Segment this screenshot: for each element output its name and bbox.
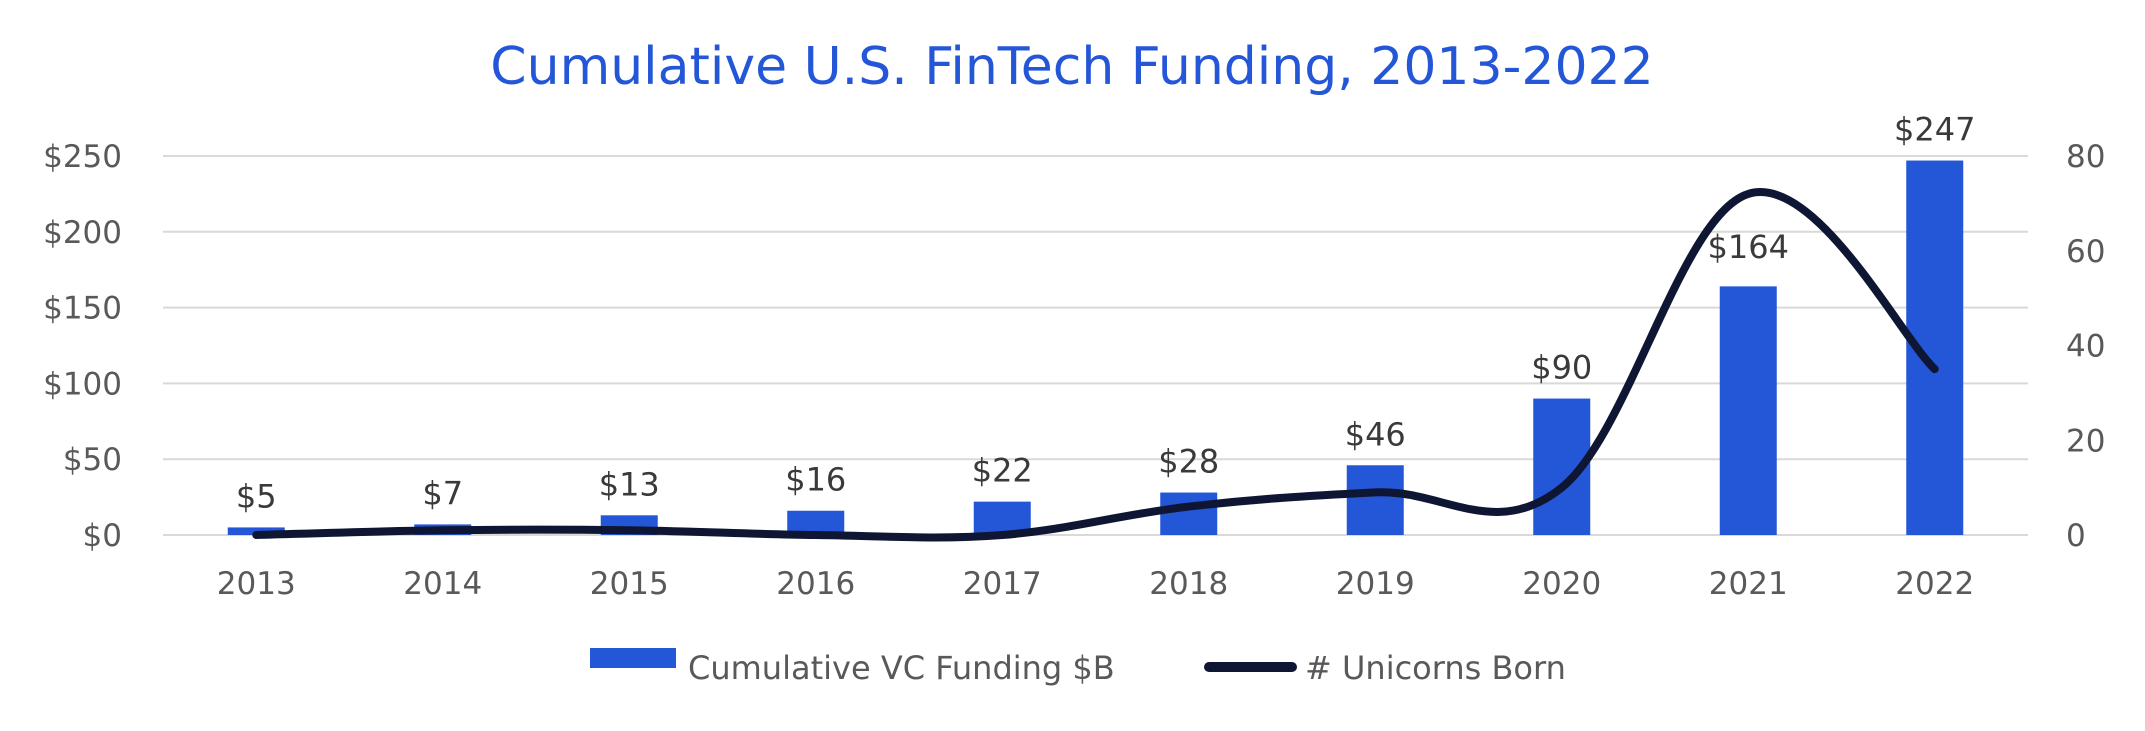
legend: Cumulative VC Funding $B # Unicorns Born	[590, 648, 1566, 687]
right-axis-tick-label: 80	[2066, 139, 2105, 175]
x-axis-tick-label: 2021	[1709, 566, 1788, 602]
bar-value-label: $46	[1345, 415, 1406, 453]
legend-label-unicorns: # Unicorns Born	[1305, 649, 1566, 687]
left-axis-tick-label: $150	[43, 291, 122, 327]
chart-title: Cumulative U.S. FinTech Funding, 2013-20…	[490, 37, 1653, 97]
bar-value-label: $164	[1708, 228, 1789, 266]
line-series	[252, 188, 1939, 542]
x-axis-tick-label: 2015	[590, 566, 669, 602]
left-axis-tick-label: $100	[43, 366, 122, 402]
funding-bar	[1719, 286, 1777, 535]
left-axis-tick-label: $200	[43, 215, 122, 251]
bar-value-label: $247	[1894, 111, 1975, 149]
legend-bar-swatch	[590, 648, 676, 668]
left-axis-tick-label: $0	[83, 518, 122, 554]
x-axis-tick-label: 2019	[1336, 566, 1415, 602]
bar-value-label: $5	[236, 477, 277, 515]
x-axis-tick-label: 2016	[776, 566, 855, 602]
bar-series	[227, 160, 1964, 535]
bar-value-label: $16	[785, 461, 846, 499]
x-axis-tick-label: 2017	[963, 566, 1042, 602]
x-axis-tick-label: 2020	[1522, 566, 1601, 602]
legend-label-funding: Cumulative VC Funding $B	[688, 649, 1115, 687]
unicorns-line	[252, 188, 1939, 542]
right-axis-tick-label: 40	[2066, 329, 2105, 365]
data-labels: $5 $7 $13 $16 $22 $28 $46 $90 $164 $247	[236, 111, 1976, 516]
funding-bar	[1346, 465, 1404, 535]
right-axis-tick-label: 60	[2066, 234, 2105, 270]
bar-value-label: $7	[422, 474, 463, 512]
bar-value-label: $90	[1531, 349, 1592, 387]
bar-value-label: $13	[599, 465, 660, 503]
left-axis-tick-label: $250	[43, 139, 122, 175]
grid-lines	[163, 155, 2028, 536]
right-axis-tick-label: 0	[2066, 518, 2086, 554]
funding-bar	[1160, 492, 1218, 535]
bar-value-label: $22	[972, 452, 1033, 490]
axes: $0 $50 $100 $150 $200 $250 0 20 40 60 80 2013 2014 20…	[43, 139, 2105, 602]
right-axis-tick-label: 20	[2066, 423, 2105, 459]
x-axis-tick-label: 2014	[403, 566, 482, 602]
left-axis-tick-label: $50	[63, 442, 122, 478]
x-axis-tick-label: 2022	[1895, 566, 1974, 602]
x-axis-tick-label: 2018	[1149, 566, 1228, 602]
x-axis-tick-label: 2013	[217, 566, 296, 602]
bar-value-label: $28	[1158, 443, 1219, 481]
